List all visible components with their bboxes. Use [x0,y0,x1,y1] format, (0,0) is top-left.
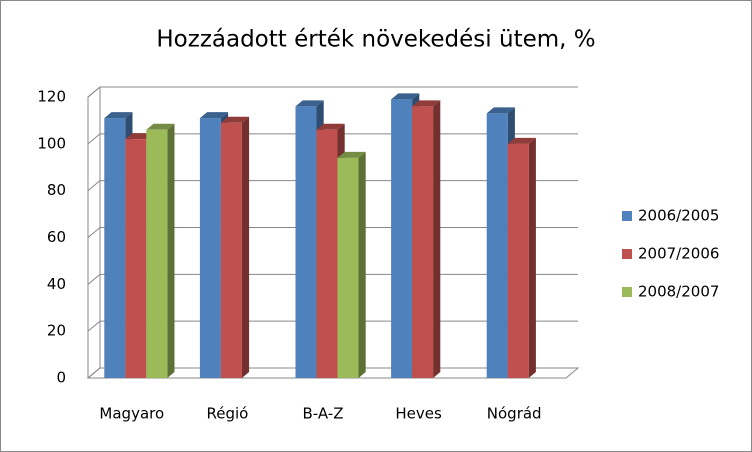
bar-top [507,137,536,144]
bar-top [146,123,175,130]
bar-front [104,118,126,378]
legend-label: 2007/2006 [638,245,719,263]
y-tick-label: 100 [37,134,66,152]
bar-top [391,93,420,100]
bar-top [220,116,250,123]
bar-top [295,100,324,107]
y-tick-label: 0 [56,369,66,387]
bar-front [295,106,317,378]
chart-title: Hozzáadott érték növekedési ütem, % [156,27,595,53]
bar [507,137,536,378]
bar-front [391,99,413,378]
bar-front [507,143,529,378]
bar-front [146,129,168,378]
bar-top [199,112,229,119]
bar-front [337,157,359,378]
y-tick-label: 20 [47,322,66,340]
bar-front [412,106,434,378]
y-tick-label: 60 [47,228,66,246]
bar-top [412,100,441,107]
bar-front [486,113,508,379]
bar-front [220,122,242,378]
legend-swatch [622,211,632,221]
legend-swatch [622,249,632,259]
bar [412,100,441,378]
bar-side [528,137,536,378]
bar [146,123,175,378]
bar-top [486,107,515,114]
bar-front [316,129,338,378]
bar [220,116,250,378]
bar-top [337,151,366,158]
bar-side [167,123,175,378]
grid-line [87,86,578,98]
x-tick-label: Régió [206,405,248,423]
x-tick-label: Heves [395,405,442,423]
legend-label: 2008/2007 [638,283,719,301]
bar-top [316,123,345,130]
bar-side [433,100,441,378]
x-tick-label: Nógrád [487,405,542,423]
bar-front [199,118,221,378]
y-tick-label: 80 [47,181,66,199]
bar-side [358,151,366,378]
y-tick-label: 120 [37,88,66,106]
y-tick-label: 40 [47,275,66,293]
x-tick-label: B-A-Z [303,405,344,423]
bar-side [241,116,250,378]
bar [337,151,366,378]
legend-label: 2006/2005 [638,207,719,225]
x-tick-label: Magyaro [99,405,164,423]
bar-top [104,112,133,119]
legend-swatch [622,287,632,297]
bar-front [125,139,147,378]
